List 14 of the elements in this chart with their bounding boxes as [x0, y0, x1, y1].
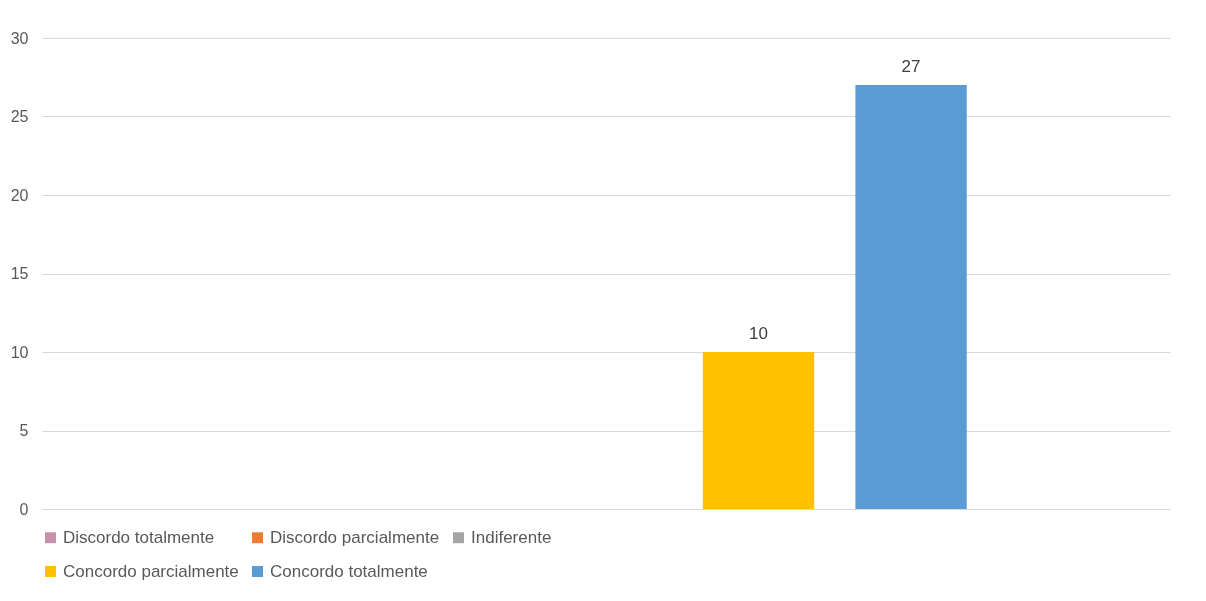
- data-label: 27: [901, 57, 921, 77]
- y-tick-label: 15: [10, 265, 29, 282]
- y-tick-label: 25: [10, 108, 29, 125]
- y-tick-label: 20: [10, 186, 29, 204]
- legend-label: Concordo parcialmente: [63, 561, 239, 581]
- y-tick-label: 0: [19, 500, 29, 518]
- y-tick-label: 5: [19, 422, 29, 439]
- y-tick-label: 30: [10, 29, 29, 47]
- legend-label: Discordo parcialmente: [270, 527, 440, 547]
- data-label: 10: [749, 324, 768, 343]
- legend-label: Discordo totalmente: [63, 527, 215, 547]
- legend-label: Indiferente: [471, 527, 552, 547]
- y-tick-label: 10: [10, 343, 29, 361]
- legend-label: Concordo totalmente: [270, 561, 428, 581]
